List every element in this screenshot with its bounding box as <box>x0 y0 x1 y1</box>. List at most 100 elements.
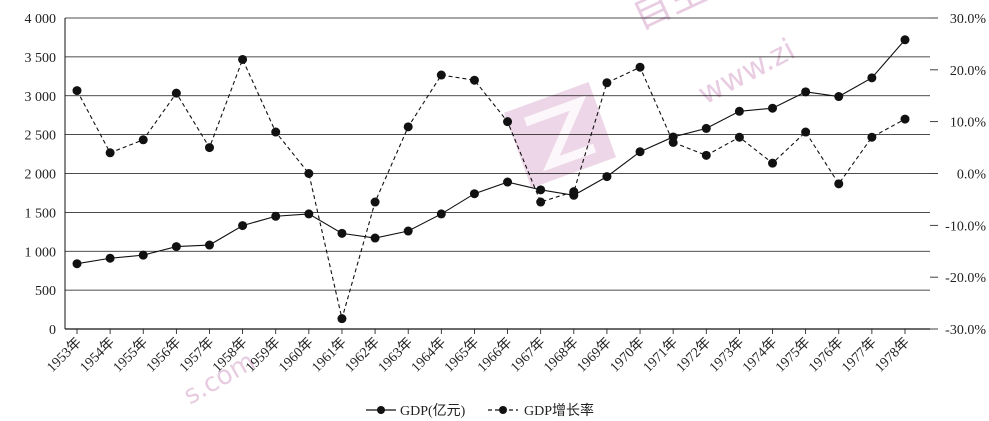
point-gdp <box>370 233 380 243</box>
left-tick-label: 0 <box>49 323 56 338</box>
x-tick-label: 1967年 <box>507 335 548 376</box>
point-gdp <box>801 87 811 97</box>
point-growth <box>337 314 347 324</box>
x-tick-label: 1975年 <box>772 335 813 376</box>
point-growth <box>503 117 513 127</box>
left-axis-ticks: 0 500 1 000 1 500 2 000 2 500 3 000 3 500 4 000 <box>25 12 57 338</box>
x-tick-label: 1973年 <box>706 335 747 376</box>
x-axis-ticks: 1953年1954年1955年1956年1957年1958年1959年1960年… <box>44 329 913 376</box>
left-tick-label: 1 000 <box>25 245 57 260</box>
x-tick-label: 1960年 <box>276 335 317 376</box>
point-growth <box>536 197 546 207</box>
point-growth <box>635 62 645 72</box>
right-tick-label: -10.0% <box>945 219 986 234</box>
legend-label-gdp: GDP(亿元) <box>400 403 466 419</box>
point-gdp <box>204 240 214 250</box>
series-line-gdp <box>76 39 906 265</box>
point-gdp <box>635 147 645 157</box>
point-gdp <box>171 242 181 252</box>
point-growth <box>304 169 314 178</box>
point-growth <box>469 75 479 85</box>
right-axis-ticks: 30.0% 20.0% 10.0% 0.0% -10.0% -20.0% -30.0% <box>930 12 986 338</box>
x-tick-label: 1956年 <box>143 335 184 376</box>
x-tick-label: 1976年 <box>806 335 847 376</box>
x-tick-label: 1954年 <box>77 335 118 376</box>
point-growth <box>734 132 744 142</box>
series-group <box>72 35 910 324</box>
point-gdp <box>238 221 248 231</box>
x-tick-label: 1963年 <box>375 335 416 376</box>
watermark-url-text: www.zi <box>692 32 801 112</box>
left-tick-label: 3 500 <box>25 51 57 66</box>
x-tick-label: 1972年 <box>673 335 714 376</box>
point-gdp <box>271 211 281 221</box>
point-gdp <box>536 185 546 195</box>
x-tick-label: 1965年 <box>441 335 482 376</box>
left-tick-label: 1 500 <box>25 206 57 221</box>
point-growth <box>867 132 877 142</box>
point-growth <box>238 54 248 64</box>
x-tick-label: 1966年 <box>474 335 515 376</box>
gridlines <box>65 17 930 330</box>
right-tick-label: 0.0% <box>957 168 987 183</box>
x-tick-label: 1953年 <box>44 335 85 376</box>
x-tick-label: 1964年 <box>408 335 449 376</box>
point-growth <box>72 86 82 96</box>
point-gdp <box>734 106 744 116</box>
left-tick-label: 500 <box>35 284 56 299</box>
point-growth <box>271 127 281 137</box>
point-growth <box>204 143 214 153</box>
left-tick-label: 2 000 <box>25 168 57 183</box>
point-growth <box>138 135 148 145</box>
left-tick-label: 4 000 <box>25 12 57 27</box>
point-growth <box>569 187 579 197</box>
x-tick-label: 1977年 <box>839 335 880 376</box>
point-gdp <box>503 177 513 187</box>
point-growth <box>602 78 612 88</box>
point-growth <box>900 114 910 124</box>
point-gdp <box>72 259 82 269</box>
point-growth <box>801 127 811 137</box>
point-gdp <box>304 209 314 219</box>
point-gdp <box>436 209 446 219</box>
point-gdp <box>469 189 479 199</box>
point-growth <box>668 137 678 147</box>
point-gdp <box>602 172 612 182</box>
right-tick-label: 20.0% <box>950 64 987 79</box>
legend: GDP(亿元) GDP增长率 <box>366 402 594 419</box>
point-growth <box>403 122 413 132</box>
x-tick-label: 1968年 <box>541 335 582 376</box>
legend-marker-gdp <box>377 406 385 414</box>
point-gdp <box>337 228 347 238</box>
x-tick-label: 1955年 <box>110 335 151 376</box>
point-growth <box>436 70 446 80</box>
point-growth <box>370 197 380 207</box>
point-growth <box>701 150 711 160</box>
x-tick-label: 1961年 <box>309 335 350 376</box>
legend-label-growth: GDP增长率 <box>524 402 594 419</box>
left-tick-label: 2 500 <box>25 129 57 144</box>
right-tick-label: 10.0% <box>950 116 987 131</box>
series-line-growth <box>76 58 906 319</box>
x-tick-label: 1978年 <box>872 335 913 376</box>
point-gdp <box>701 123 711 133</box>
x-tick-label: 1971年 <box>640 335 681 376</box>
x-tick-label: 1974年 <box>739 335 780 376</box>
right-tick-label: -30.0% <box>945 323 986 338</box>
right-tick-label: -20.0% <box>945 271 986 286</box>
right-tick-label: 30.0% <box>950 12 987 27</box>
point-gdp <box>403 226 413 236</box>
left-tick-label: 3 000 <box>25 90 57 105</box>
watermark-brand-text: 自主 <box>625 0 712 38</box>
x-tick-label: 1962年 <box>342 335 383 376</box>
point-gdp <box>105 253 115 263</box>
point-growth <box>105 148 115 158</box>
x-tick-label: 1969年 <box>574 335 615 376</box>
point-gdp <box>867 73 877 83</box>
point-gdp <box>768 103 778 113</box>
legend-marker-growth <box>499 406 507 414</box>
point-growth <box>834 179 844 189</box>
point-growth <box>171 88 181 98</box>
point-growth <box>768 158 778 168</box>
